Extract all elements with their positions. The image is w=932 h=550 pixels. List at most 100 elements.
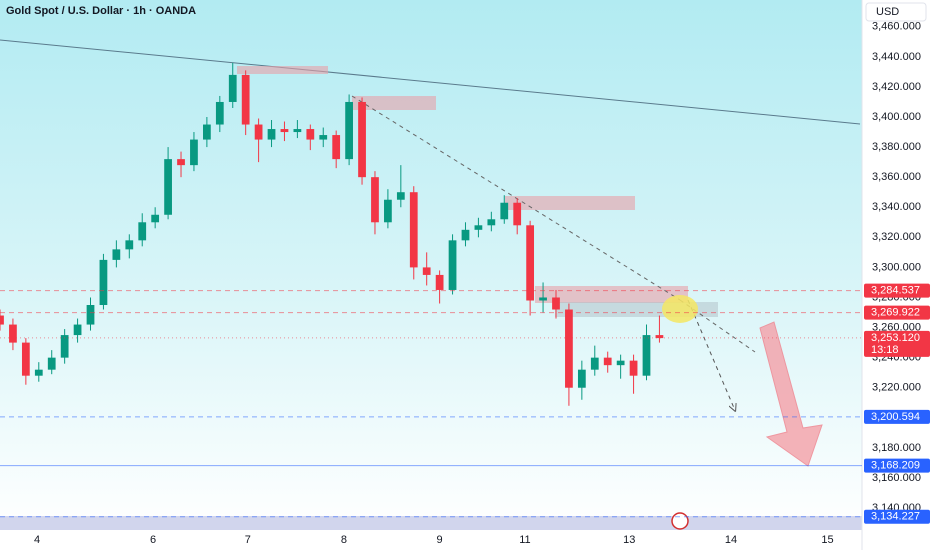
chart-title: Gold Spot / U.S. Dollar · 1h · OANDA bbox=[6, 5, 196, 17]
candle-body bbox=[60, 335, 69, 358]
y-tick-label: 3,360.000 bbox=[872, 171, 921, 183]
x-tick-label: 11 bbox=[519, 534, 530, 546]
x-tick-label: 4 bbox=[34, 534, 40, 546]
down-arrow bbox=[759, 321, 823, 467]
candle-body bbox=[86, 305, 95, 325]
x-tick-label: 9 bbox=[437, 534, 443, 546]
candle-body bbox=[306, 129, 315, 140]
price-tag-label: 3,269.922 bbox=[871, 307, 920, 319]
y-tick-label: 3,260.000 bbox=[872, 321, 921, 333]
candle-body bbox=[267, 129, 276, 140]
x-tick-label: 13 bbox=[623, 534, 635, 546]
candle-body bbox=[552, 297, 560, 310]
candle-body bbox=[526, 225, 535, 301]
candle-body bbox=[358, 101, 366, 178]
candle-body bbox=[642, 335, 651, 376]
candle-body bbox=[73, 324, 82, 336]
candle-body bbox=[228, 74, 237, 102]
y-tick-label: 3,340.000 bbox=[872, 201, 921, 213]
price-tag-label: 3,134.227 bbox=[871, 511, 920, 523]
candle-body bbox=[280, 129, 289, 133]
candle-body bbox=[99, 259, 108, 306]
currency: USD bbox=[876, 6, 899, 18]
candle-body bbox=[513, 202, 522, 226]
y-tick-label: 3,440.000 bbox=[872, 51, 921, 63]
candle-body bbox=[448, 240, 457, 290]
y-tick-label: 3,220.000 bbox=[872, 382, 921, 394]
candle-body bbox=[539, 297, 547, 301]
projection-line bbox=[351, 95, 681, 301]
price-tag-label: 3,168.209 bbox=[871, 460, 920, 472]
bottom-band bbox=[0, 516, 862, 530]
candle-body bbox=[151, 214, 160, 223]
price-tag bbox=[864, 283, 930, 298]
candle-body bbox=[577, 369, 586, 388]
y-tick-label: 3,460.000 bbox=[872, 21, 921, 33]
countdown: 13:18 bbox=[871, 344, 899, 356]
candle-body bbox=[603, 357, 612, 366]
projection-arrow bbox=[687, 299, 734, 408]
candle-body bbox=[241, 74, 250, 125]
candle-body bbox=[474, 225, 483, 230]
plot-background bbox=[0, 0, 862, 530]
candle-body bbox=[21, 342, 30, 376]
candle-body bbox=[655, 335, 664, 339]
candle-body bbox=[112, 249, 121, 260]
candle-body bbox=[461, 229, 470, 241]
price-tag bbox=[864, 509, 930, 524]
candle-body bbox=[371, 177, 379, 223]
zone bbox=[505, 196, 635, 210]
y-tick-label: 3,380.000 bbox=[872, 141, 921, 153]
y-tick-label: 3,180.000 bbox=[872, 442, 921, 454]
candle-body bbox=[616, 360, 625, 366]
candle-body bbox=[254, 124, 263, 140]
y-tick-label: 3,320.000 bbox=[872, 231, 921, 243]
price-tag bbox=[864, 305, 930, 320]
price-tag-label: 3,284.537 bbox=[871, 285, 920, 297]
trend-line bbox=[0, 39, 861, 125]
candle-body bbox=[293, 129, 302, 133]
candle-body bbox=[138, 222, 147, 241]
event-icon bbox=[671, 512, 689, 530]
x-axis-area bbox=[0, 530, 862, 550]
x-tick-label: 14 bbox=[725, 534, 737, 546]
candle-body bbox=[345, 101, 353, 160]
candle-body bbox=[203, 124, 211, 140]
x-tick-label: 15 bbox=[821, 534, 833, 546]
candle-body bbox=[177, 159, 185, 166]
candle-body bbox=[629, 360, 638, 376]
candle-body bbox=[164, 159, 172, 215]
candle-body bbox=[332, 135, 341, 160]
zone bbox=[352, 96, 436, 110]
candle-body bbox=[396, 192, 405, 200]
candle-body bbox=[125, 240, 134, 250]
candle-body bbox=[487, 219, 496, 226]
candle-body bbox=[190, 139, 198, 166]
x-tick-label: 8 bbox=[341, 534, 347, 546]
candle-body bbox=[435, 274, 444, 290]
candle-body bbox=[500, 202, 509, 220]
zone bbox=[237, 66, 328, 74]
y-tick-label: 3,420.000 bbox=[872, 81, 921, 93]
marks bbox=[0, 62, 862, 518]
price-tag-label: 3,253.120 bbox=[871, 332, 920, 344]
candle-body bbox=[9, 324, 17, 343]
y-tick-label: 3,400.000 bbox=[872, 111, 921, 123]
price-tag bbox=[864, 458, 930, 473]
y-axis-area bbox=[862, 0, 932, 550]
candle-body bbox=[422, 267, 431, 275]
candle-body bbox=[0, 315, 4, 325]
candle-body bbox=[47, 357, 56, 370]
y-tick-label: 3,160.000 bbox=[872, 472, 921, 484]
candle-body bbox=[384, 199, 392, 223]
candle-body bbox=[590, 357, 599, 370]
price-tag bbox=[864, 330, 930, 357]
candle-body bbox=[34, 369, 43, 376]
y-tick-label: 3,300.000 bbox=[872, 261, 921, 273]
currency-box bbox=[865, 2, 927, 22]
price-tag bbox=[864, 409, 930, 424]
candle-body bbox=[319, 135, 328, 140]
candle-body bbox=[565, 309, 573, 388]
candle-body bbox=[409, 192, 418, 268]
